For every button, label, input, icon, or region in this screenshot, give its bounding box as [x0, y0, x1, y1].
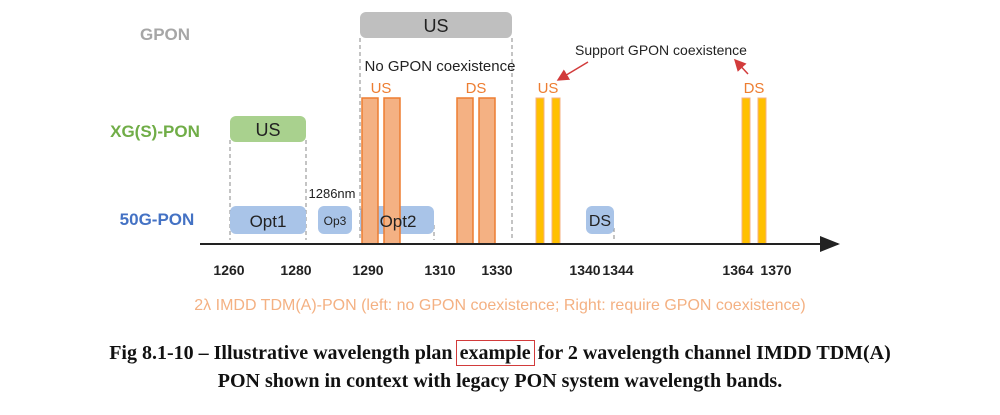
figure-caption-line-2: PON shown in context with legacy PON sys…	[217, 370, 783, 392]
axis-tick-labels: 1260 1280 1290 1310 1330 1340 1344 1364 …	[213, 262, 791, 278]
row-label-xgspon: XG(S)-PON	[110, 122, 200, 141]
tick-1260: 1260	[213, 262, 244, 278]
no-gpon-coexistence-note: No GPON coexistence	[365, 58, 516, 75]
annotation-arrow-left	[556, 61, 589, 81]
row-label-gpon: GPON	[140, 25, 190, 44]
tick-1310: 1310	[424, 262, 455, 278]
imdd-left-us-label: US	[371, 80, 392, 97]
imdd-right-ds-label: DS	[744, 80, 765, 97]
imdd-right-us-bar-1	[535, 97, 545, 245]
pon50g-op3-label: Op3	[324, 214, 347, 228]
caption-text-a: Fig 8.1-10 – Illustrative wavelength pla…	[109, 342, 458, 364]
imdd-left-ds-label: DS	[466, 80, 487, 97]
marker-1286nm: 1286nm	[309, 186, 356, 201]
imdd-left-us-bar-1	[361, 97, 379, 245]
caption-text-b: for 2 wavelength channel IMDD TDM(A)	[532, 342, 891, 364]
caption-highlighted-word: example	[455, 340, 535, 366]
pon50g-ds-label: DS	[589, 213, 611, 230]
row-label-50gpon: 50G-PON	[120, 210, 195, 229]
imdd-left-ds-bar-1	[456, 97, 474, 245]
annotation-arrow-right	[733, 58, 749, 75]
tick-1344: 1344	[602, 262, 633, 278]
xgspon-us-label: US	[255, 120, 280, 140]
tick-1330: 1330	[481, 262, 512, 278]
pon50g-op3-band	[318, 206, 352, 234]
pon50g-ds-band	[586, 206, 614, 234]
pon50g-opt2-label: Opt2	[380, 212, 417, 231]
diagram-subtitle: 2λ IMDD TDM(A)-PON (left: no GPON coexis…	[194, 297, 805, 314]
imdd-right-us-bar-2	[551, 97, 561, 245]
imdd-right-ds-bar-2	[757, 97, 767, 245]
xgspon-us-band	[230, 116, 306, 142]
figure-caption-line-1: Fig 8.1-10 – Illustrative wavelength pla…	[0, 340, 1000, 366]
gpon-us-band	[360, 12, 512, 38]
imdd-right-ds-bar-1	[741, 97, 751, 245]
support-gpon-coexistence-note: Support GPON coexistence	[575, 42, 747, 58]
pon50g-opt1-band	[230, 206, 306, 234]
imdd-left-ds-bar-2	[478, 97, 496, 245]
pon50g-opt1-label: Opt1	[250, 212, 287, 231]
tick-1364: 1364	[722, 262, 753, 278]
tick-1370: 1370	[760, 262, 791, 278]
tick-1280: 1280	[280, 262, 311, 278]
gpon-us-label: US	[423, 16, 448, 36]
imdd-right-us-label: US	[538, 80, 559, 97]
tick-1290: 1290	[352, 262, 383, 278]
tick-1340: 1340	[569, 262, 600, 278]
dashed-guides	[229, 38, 615, 240]
